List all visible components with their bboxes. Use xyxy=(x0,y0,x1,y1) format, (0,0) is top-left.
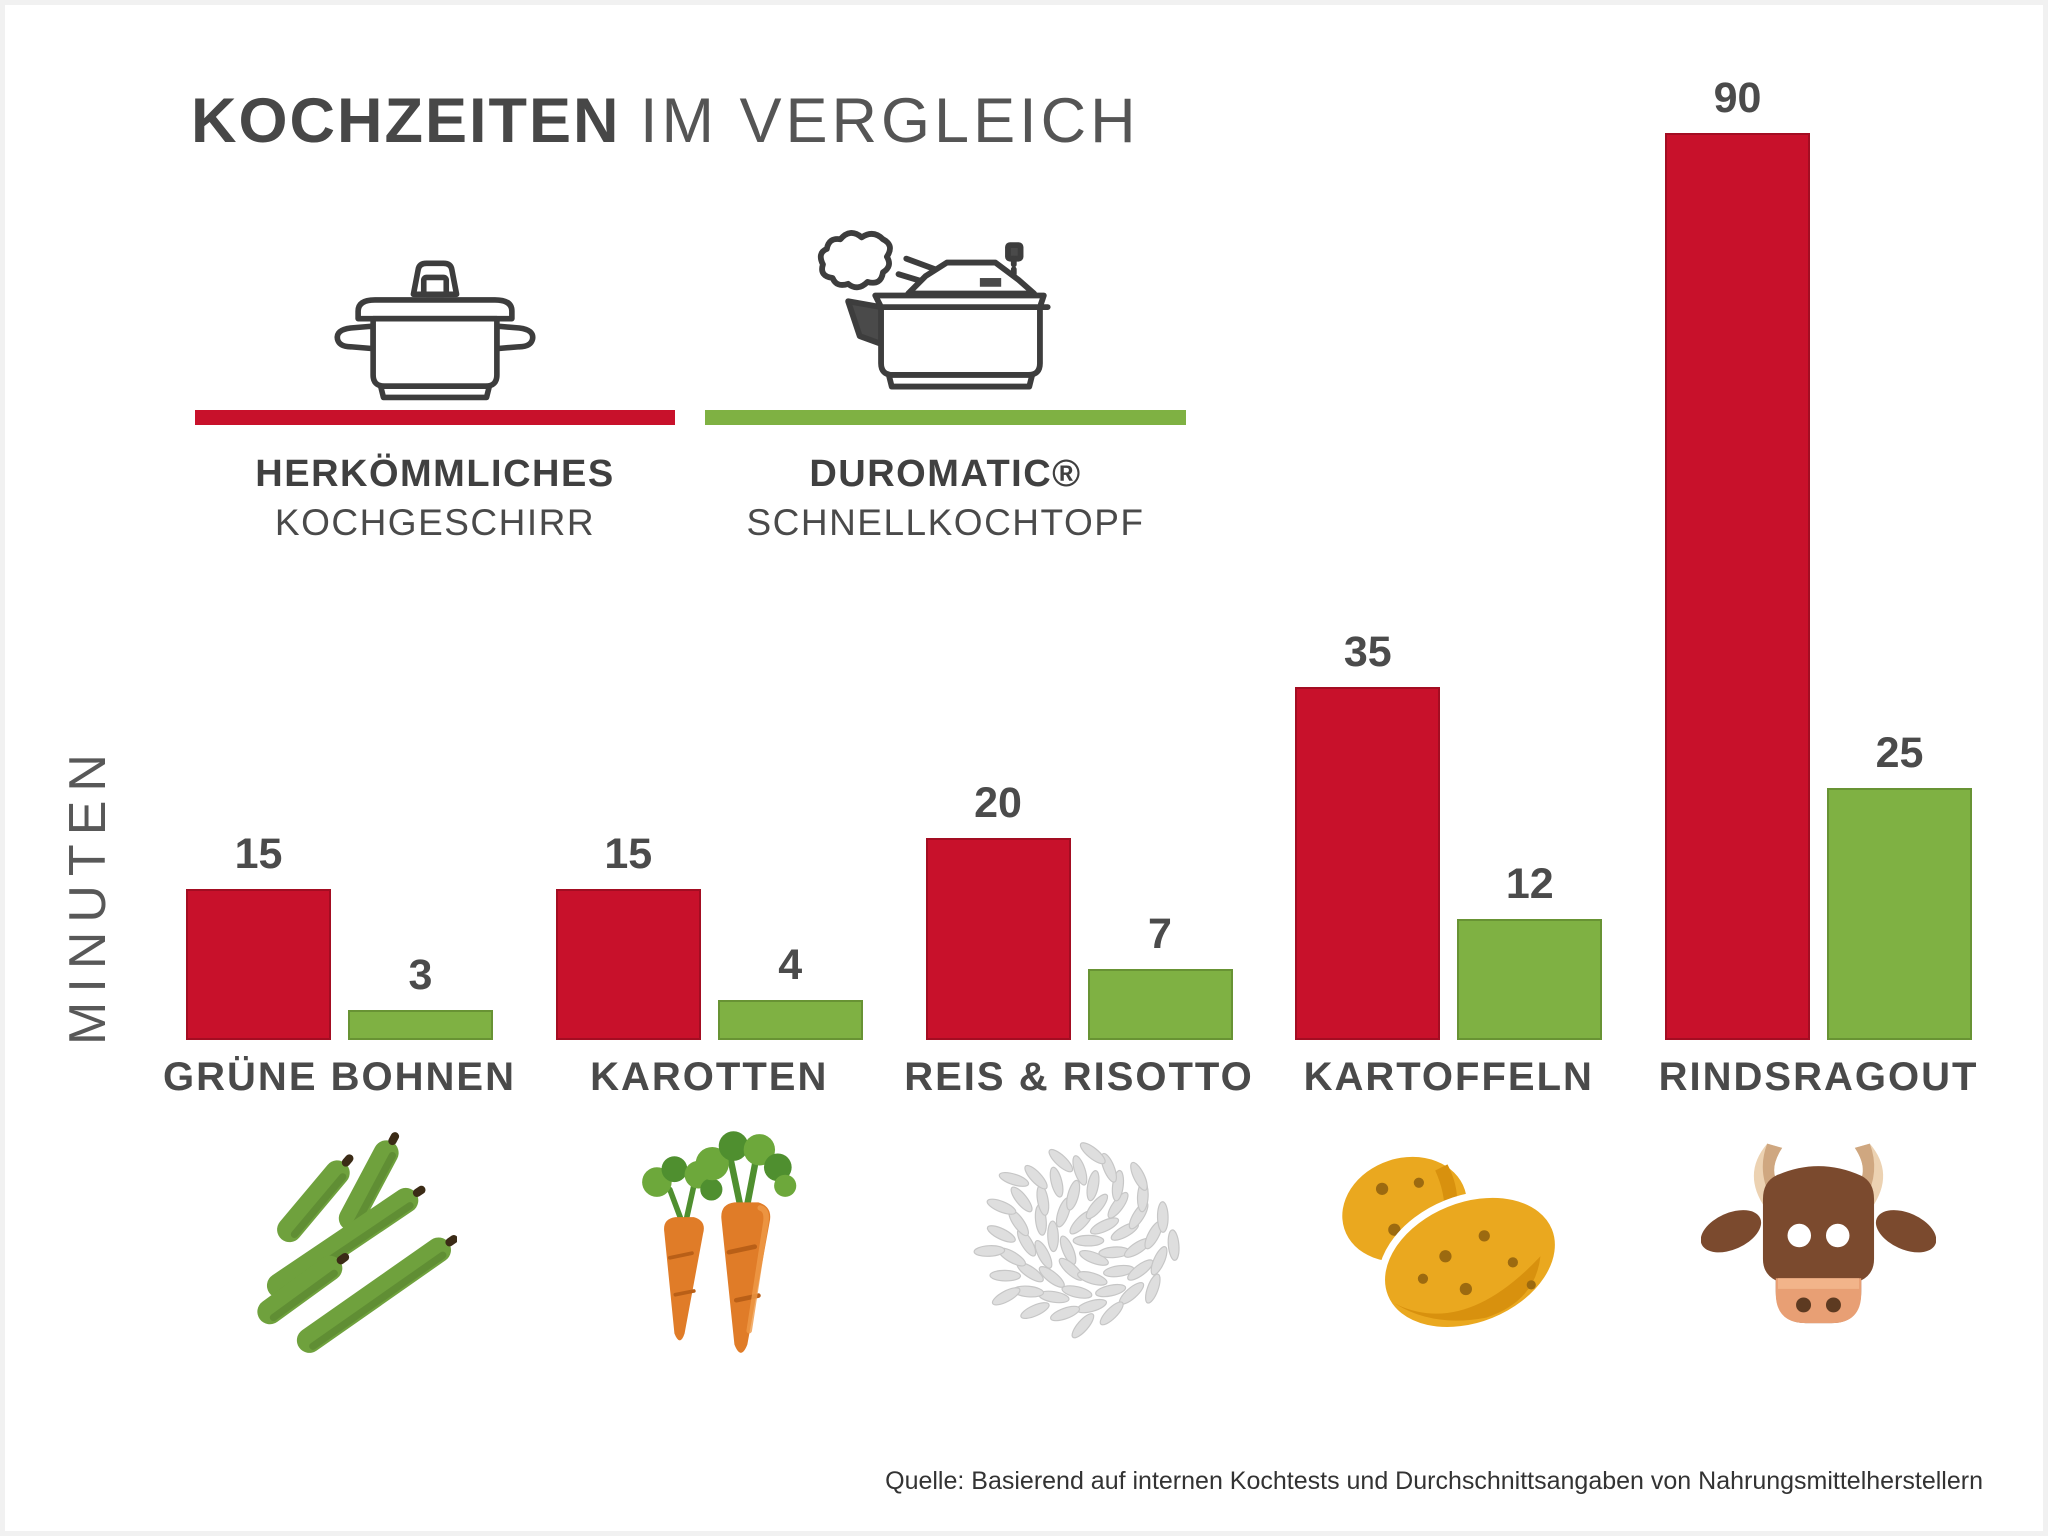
legend-bar-red xyxy=(195,410,675,425)
category-label: RINDSRAGOUT xyxy=(1658,1055,1979,1099)
bar-duromatic xyxy=(717,1000,863,1040)
bar-value-label: 4 xyxy=(778,941,803,989)
bar-value-label: 35 xyxy=(1343,628,1392,676)
bar-value-label: 20 xyxy=(974,779,1022,827)
legend-label-duromatic-bold: DUROMATIC® xyxy=(809,453,1082,495)
bar-duromatic xyxy=(1827,788,1972,1040)
bar-value-label: 3 xyxy=(408,951,433,999)
potatoes-icon xyxy=(1331,1123,1566,1363)
legend-label-conventional-regular: KOCHGESCHIRR xyxy=(274,502,596,543)
title-bold: KOCHZEITEN xyxy=(191,86,621,156)
legend-label-duromatic-regular: SCHNELLKOCHTOPF xyxy=(746,502,1145,543)
bar-value-label: 12 xyxy=(1505,860,1554,908)
category-label: GRÜNE BOHNEN xyxy=(163,1055,516,1099)
bar-value-label: 90 xyxy=(1713,74,1762,122)
cow-icon xyxy=(1700,1123,1937,1363)
pressure-cooker-icon xyxy=(790,217,1100,403)
bar-duromatic xyxy=(1457,919,1603,1040)
green-beans-icon xyxy=(222,1123,459,1363)
category-label: KARTOFFELN xyxy=(1303,1055,1594,1099)
bar-value-label: 7 xyxy=(1148,910,1172,958)
bar-value-label: 25 xyxy=(1875,729,1924,777)
legend-label-conventional-bold: HERKÖMMLICHES xyxy=(255,453,615,495)
rice-icon xyxy=(962,1123,1197,1363)
bar-conventional xyxy=(1665,133,1810,1040)
bar-conventional xyxy=(1295,687,1441,1040)
pot-icon xyxy=(317,253,553,403)
bar-value-label: 15 xyxy=(234,830,283,878)
bar-conventional xyxy=(925,838,1071,1040)
bar-conventional xyxy=(555,889,701,1040)
page-title: KOCHZEITEN IM VERGLEICH xyxy=(191,85,1140,157)
bar-value-label: 15 xyxy=(604,830,653,878)
legend-label-conventional: HERKÖMMLICHES KOCHGESCHIRR xyxy=(195,453,675,544)
category-label: KAROTTEN xyxy=(590,1055,829,1099)
legend-bar-green xyxy=(705,410,1186,425)
title-regular: IM VERGLEICH xyxy=(640,86,1140,156)
y-axis-label: MINUTEN xyxy=(59,745,117,1045)
category-label: REIS & RISOTTO xyxy=(904,1055,1254,1099)
bar-duromatic xyxy=(348,1010,493,1040)
carrots-icon xyxy=(592,1123,827,1363)
bar-conventional xyxy=(186,889,331,1040)
source-note: Quelle: Basierend auf internen Kochtests… xyxy=(885,1467,1983,1495)
bar-duromatic xyxy=(1087,969,1233,1040)
legend-label-duromatic: DUROMATIC® SCHNELLKOCHTOPF xyxy=(705,453,1186,544)
